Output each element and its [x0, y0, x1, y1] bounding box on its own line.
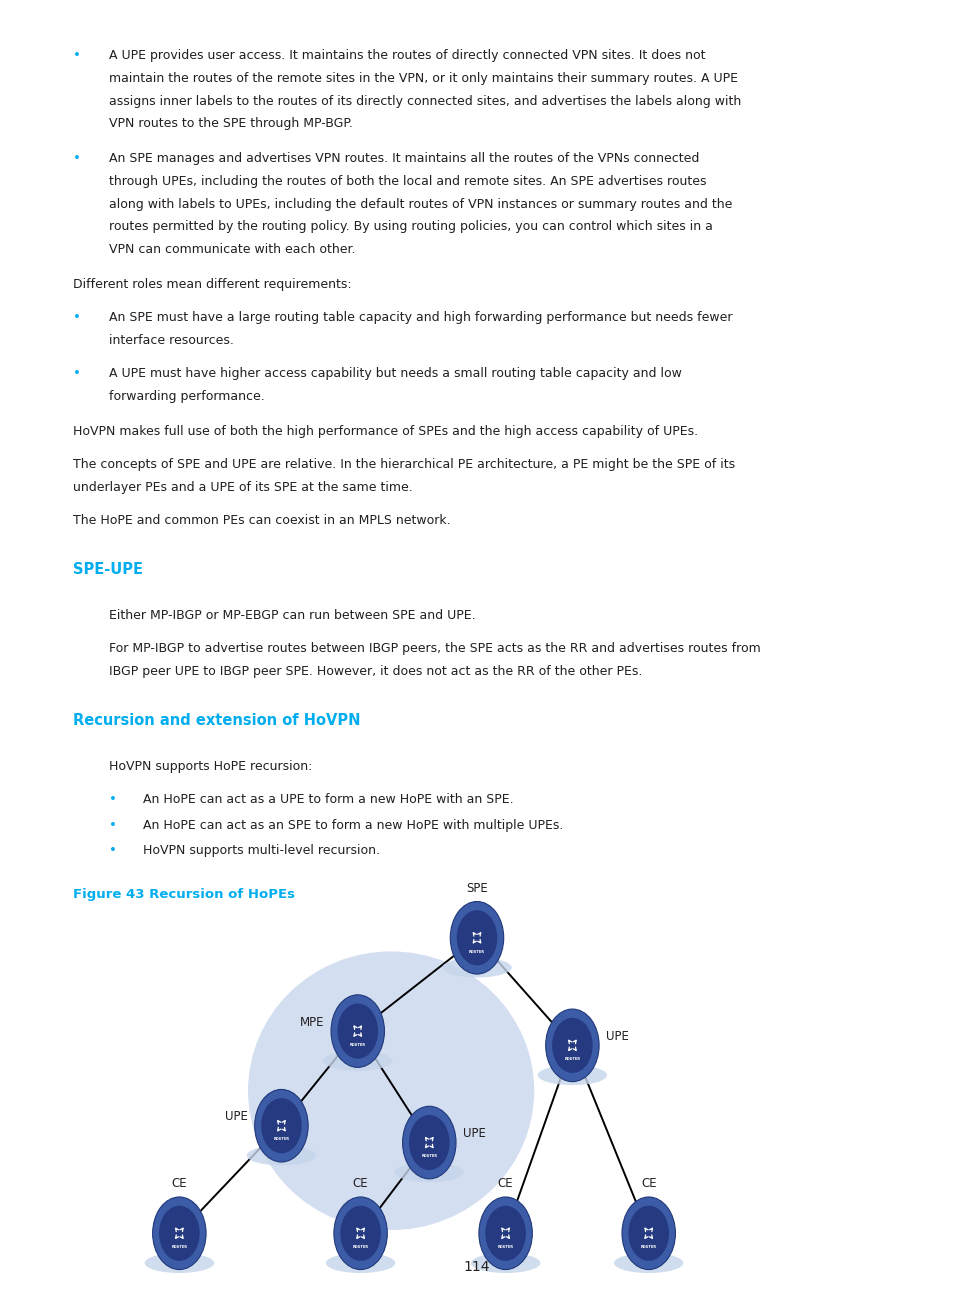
Text: UPE: UPE [225, 1111, 248, 1124]
Ellipse shape [145, 1253, 213, 1273]
Circle shape [552, 1017, 592, 1073]
Text: maintain the routes of the remote sites in the VPN, or it only maintains their s: maintain the routes of the remote sites … [109, 71, 737, 86]
Text: An SPE must have a large routing table capacity and high forwarding performance : An SPE must have a large routing table c… [109, 311, 732, 324]
Text: The HoPE and common PEs can coexist in an MPLS network.: The HoPE and common PEs can coexist in a… [72, 513, 450, 526]
Text: IBGP peer UPE to IBGP peer SPE. However, it does not act as the RR of the other : IBGP peer UPE to IBGP peer SPE. However,… [109, 665, 641, 678]
Ellipse shape [248, 951, 534, 1230]
Circle shape [261, 1098, 301, 1153]
Text: ROUTER: ROUTER [564, 1058, 579, 1061]
Text: CE: CE [353, 1178, 368, 1191]
Text: CE: CE [172, 1178, 187, 1191]
Text: Either MP-IBGP or MP-EBGP can run between SPE and UPE.: Either MP-IBGP or MP-EBGP can run betwee… [109, 609, 475, 622]
Text: SPE-UPE: SPE-UPE [72, 562, 142, 577]
Text: through UPEs, including the routes of both the local and remote sites. An SPE ad: through UPEs, including the routes of bo… [109, 175, 705, 188]
Ellipse shape [537, 1065, 606, 1085]
Text: •: • [109, 819, 116, 832]
Text: •: • [72, 367, 80, 380]
Circle shape [450, 902, 503, 975]
Text: Figure 43 Recursion of HoPEs: Figure 43 Recursion of HoPEs [72, 888, 294, 901]
Text: An SPE manages and advertises VPN routes. It maintains all the routes of the VPN: An SPE manages and advertises VPN routes… [109, 153, 699, 166]
Text: ROUTER: ROUTER [172, 1245, 187, 1249]
Text: A UPE must have higher access capability but needs a small routing table capacit: A UPE must have higher access capability… [109, 367, 680, 380]
Ellipse shape [442, 958, 511, 977]
Text: ROUTER: ROUTER [640, 1245, 656, 1249]
Text: An HoPE can act as an SPE to form a new HoPE with multiple UPEs.: An HoPE can act as an SPE to form a new … [143, 819, 563, 832]
Text: •: • [72, 311, 80, 324]
Text: ROUTER: ROUTER [469, 950, 484, 954]
Circle shape [331, 995, 384, 1068]
Ellipse shape [614, 1253, 682, 1273]
Ellipse shape [326, 1253, 395, 1273]
Circle shape [478, 1198, 532, 1270]
Ellipse shape [323, 1051, 392, 1070]
Text: •: • [72, 49, 80, 62]
Ellipse shape [247, 1146, 315, 1165]
Text: CE: CE [497, 1178, 513, 1191]
Text: interface resources.: interface resources. [109, 334, 233, 347]
Circle shape [159, 1205, 199, 1261]
Circle shape [621, 1198, 675, 1270]
Text: •: • [72, 153, 80, 166]
Circle shape [152, 1198, 206, 1270]
Text: ROUTER: ROUTER [274, 1138, 289, 1142]
Text: VPN routes to the SPE through MP-BGP.: VPN routes to the SPE through MP-BGP. [109, 118, 353, 131]
Text: CE: CE [640, 1178, 656, 1191]
Text: HoVPN supports multi-level recursion.: HoVPN supports multi-level recursion. [143, 845, 379, 858]
Circle shape [456, 910, 497, 966]
Circle shape [409, 1115, 449, 1170]
Text: 114: 114 [463, 1261, 490, 1274]
Text: HoVPN supports HoPE recursion:: HoVPN supports HoPE recursion: [109, 759, 312, 772]
Text: •: • [109, 845, 116, 858]
Text: Recursion and extension of HoVPN: Recursion and extension of HoVPN [72, 713, 359, 728]
Circle shape [545, 1010, 598, 1082]
Text: along with labels to UPEs, including the default routes of VPN instances or summ: along with labels to UPEs, including the… [109, 198, 731, 211]
Text: ROUTER: ROUTER [353, 1245, 368, 1249]
Circle shape [334, 1198, 387, 1270]
Circle shape [337, 1003, 377, 1059]
Text: underlayer PEs and a UPE of its SPE at the same time.: underlayer PEs and a UPE of its SPE at t… [72, 481, 412, 494]
Text: An HoPE can act as a UPE to form a new HoPE with an SPE.: An HoPE can act as a UPE to form a new H… [143, 793, 513, 806]
Text: A UPE provides user access. It maintains the routes of directly connected VPN si: A UPE provides user access. It maintains… [109, 49, 704, 62]
Text: assigns inner labels to the routes of its directly connected sites, and advertis: assigns inner labels to the routes of it… [109, 95, 740, 108]
Text: routes permitted by the routing policy. By using routing policies, you can contr: routes permitted by the routing policy. … [109, 220, 712, 233]
Text: SPE: SPE [466, 883, 487, 896]
Text: •: • [109, 793, 116, 806]
Text: For MP-IBGP to advertise routes between IBGP peers, the SPE acts as the RR and a: For MP-IBGP to advertise routes between … [109, 642, 760, 654]
Text: UPE: UPE [462, 1128, 485, 1140]
Text: forwarding performance.: forwarding performance. [109, 390, 264, 403]
Text: MPE: MPE [299, 1016, 324, 1029]
Ellipse shape [395, 1163, 463, 1182]
Text: Different roles mean different requirements:: Different roles mean different requireme… [72, 279, 351, 292]
Circle shape [485, 1205, 525, 1261]
Circle shape [340, 1205, 380, 1261]
Circle shape [254, 1090, 308, 1163]
Text: The concepts of SPE and UPE are relative. In the hierarchical PE architecture, a: The concepts of SPE and UPE are relative… [72, 457, 734, 470]
Text: HoVPN makes full use of both the high performance of SPEs and the high access ca: HoVPN makes full use of both the high pe… [72, 425, 697, 438]
Ellipse shape [471, 1253, 539, 1273]
Text: ROUTER: ROUTER [421, 1155, 436, 1159]
Text: UPE: UPE [605, 1030, 628, 1043]
Circle shape [628, 1205, 668, 1261]
Text: ROUTER: ROUTER [350, 1043, 365, 1047]
Circle shape [402, 1107, 456, 1179]
Text: ROUTER: ROUTER [497, 1245, 513, 1249]
Text: VPN can communicate with each other.: VPN can communicate with each other. [109, 244, 355, 257]
